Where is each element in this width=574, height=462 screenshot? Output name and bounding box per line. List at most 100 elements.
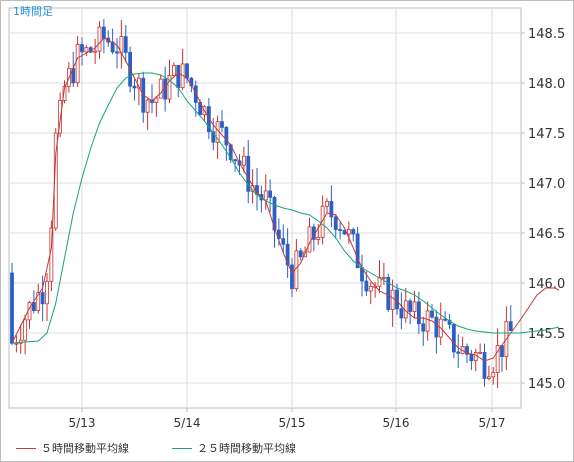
candle-body (412, 301, 417, 312)
y-tick-label: 148.5 (528, 27, 565, 42)
candle-body (434, 316, 439, 338)
candle-body (154, 97, 159, 103)
candle-body (364, 280, 369, 292)
candle-body (132, 85, 137, 89)
x-tick-label: 5/16 (383, 416, 410, 430)
candle-body (80, 44, 84, 53)
candle-body (14, 342, 19, 345)
candle-body (443, 318, 448, 321)
candle-body (425, 310, 430, 332)
candle-body (10, 272, 14, 344)
ma25-line (11, 72, 560, 344)
candle-body (368, 286, 373, 292)
candle-body (185, 63, 189, 79)
candle-body (381, 276, 386, 279)
candle-body (290, 264, 294, 290)
y-tick-label: 145.5 (528, 327, 565, 342)
y-tick-label: 147.5 (528, 127, 565, 142)
candle-body (355, 233, 360, 269)
candle-body (123, 36, 128, 53)
candle-body (281, 238, 286, 245)
candle-body (395, 289, 399, 310)
candle-body (469, 353, 474, 362)
y-tick-label: 146.0 (528, 277, 565, 292)
candle-body (62, 85, 67, 101)
candle-body (486, 376, 491, 379)
candle-body (23, 319, 28, 341)
ma5-swatch (16, 447, 36, 449)
candle-body (307, 226, 312, 253)
candle-body (285, 243, 290, 266)
y-tick-label: 145.0 (528, 377, 565, 392)
candle-body (482, 351, 487, 379)
candle-body (346, 229, 351, 235)
candle-body (272, 196, 277, 231)
candle-body (508, 321, 513, 331)
candle-body (176, 65, 181, 89)
x-tick-label: 5/13 (69, 416, 96, 430)
candle-body (276, 229, 281, 239)
candle-body (84, 47, 89, 53)
candle-body (351, 229, 356, 235)
candle-body (408, 300, 413, 312)
ma5-legend-label: ５時間移動平均線 (41, 442, 129, 455)
candle-body (333, 216, 338, 230)
candle-body (40, 292, 45, 305)
candle-body (220, 121, 224, 128)
candle-body (158, 78, 163, 99)
candle-body (399, 308, 404, 319)
candle-body (386, 276, 391, 310)
candle-body (320, 205, 325, 238)
candle-body (241, 155, 246, 166)
candle-body (206, 106, 211, 133)
candle-body (211, 131, 216, 143)
candle-body (430, 310, 434, 318)
legend-ma25: ２５時間移動平均線 (172, 440, 296, 456)
ma25-swatch (172, 447, 192, 449)
legend-ma5: ５時間移動平均線 (16, 440, 129, 456)
y-tick-label: 148.0 (528, 77, 565, 92)
y-tick-label: 146.5 (528, 227, 565, 242)
candle-body (193, 85, 198, 103)
candle-body (465, 346, 469, 355)
candle-body (45, 280, 49, 305)
candle-body (316, 236, 321, 240)
candle-body (325, 201, 329, 207)
x-tick-label: 5/14 (174, 416, 201, 430)
candle-body (390, 289, 395, 310)
candle-body (36, 292, 41, 312)
candle-body (338, 229, 343, 231)
candle-body (416, 301, 421, 325)
plot-area (8, 7, 522, 409)
candle-body (478, 351, 483, 354)
candle-body (31, 302, 36, 312)
candle-body (101, 26, 106, 39)
candle-body (224, 127, 229, 146)
candle-body (233, 159, 238, 162)
candle-body (491, 372, 496, 378)
candle-body (97, 26, 102, 52)
candle-body (246, 155, 251, 192)
candle-body (145, 99, 150, 113)
candle-body (451, 324, 456, 353)
candle-body (93, 50, 98, 53)
candle-body (421, 323, 426, 332)
candle-body (263, 190, 268, 201)
candle-body (75, 44, 80, 84)
candle-body (58, 100, 63, 134)
candle-body (329, 201, 334, 218)
y-tick-label: 147.0 (528, 177, 565, 192)
candle-body (110, 41, 115, 53)
candle-body (495, 345, 500, 373)
x-tick-label: 5/17 (479, 416, 506, 430)
x-tick-label: 5/15 (279, 416, 306, 430)
ma5-line (11, 37, 560, 362)
candle-body (171, 65, 176, 76)
candle-body (115, 51, 119, 54)
candle-body (167, 74, 172, 100)
candle-body (473, 352, 478, 362)
candle-body (298, 250, 303, 258)
candle-body (268, 190, 273, 198)
ma25-legend-label: ２５時間移動平均線 (197, 442, 296, 455)
